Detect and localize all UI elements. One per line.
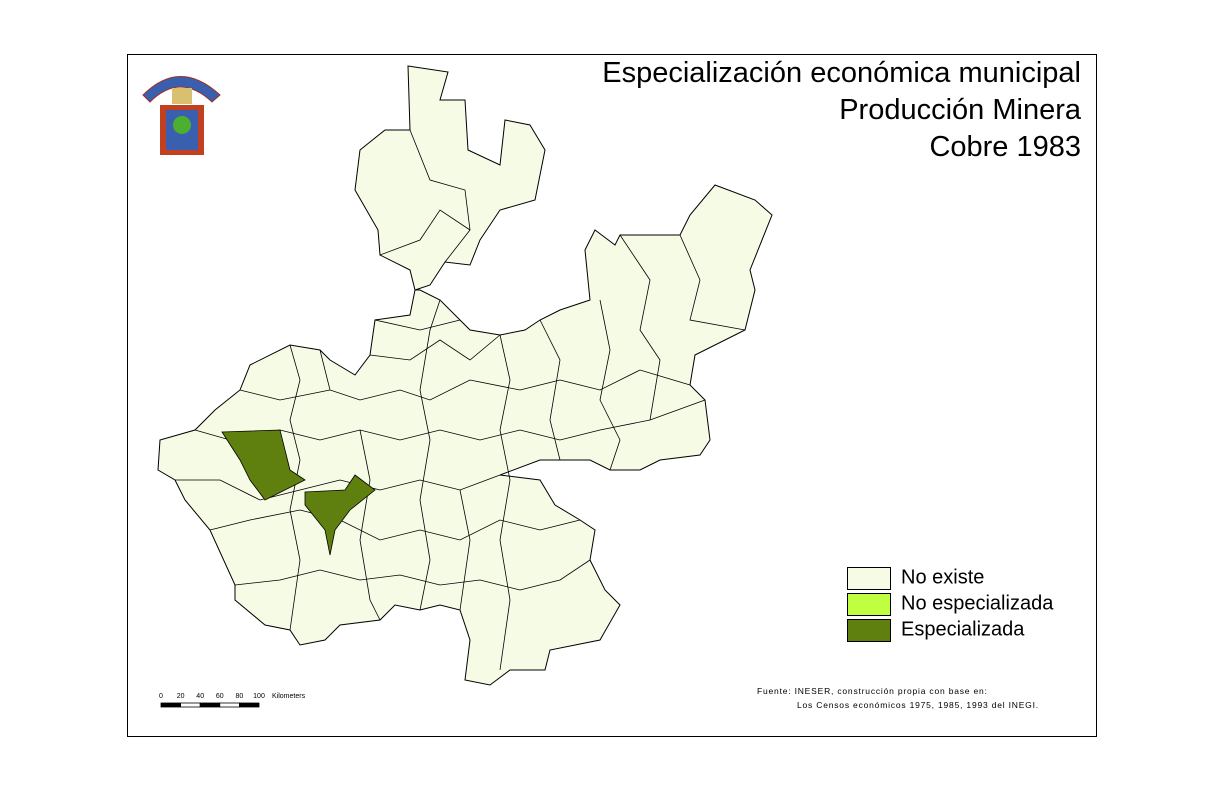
legend-swatch	[847, 567, 891, 590]
legend-swatch	[847, 619, 891, 642]
scale-label: 20	[177, 693, 185, 700]
specialized-municipality	[304, 474, 376, 556]
title-line: Especialización económica municipal	[602, 57, 1081, 89]
state-map	[157, 65, 773, 686]
scale-label: 60	[216, 693, 224, 700]
legend-label: No existe	[901, 566, 984, 588]
scale-segment	[238, 702, 260, 708]
source-line: Los Censos económicos 1975, 1985, 1993 d…	[797, 700, 1039, 710]
scale-unit: Kilometers	[272, 693, 306, 700]
scale-segment	[219, 702, 240, 708]
scale-bar: 0 20 40 60 80 100 Kilometers	[159, 693, 306, 708]
scale-segment	[199, 702, 221, 708]
legend: No existe No especializada Especializada	[847, 566, 1054, 642]
scale-segment	[160, 702, 182, 708]
scale-label: 100	[253, 693, 265, 700]
legend-label: No especializada	[901, 592, 1054, 614]
state-outline	[157, 65, 773, 686]
scale-label: 80	[236, 693, 244, 700]
scale-label: 40	[196, 693, 204, 700]
logo	[142, 76, 221, 155]
title-line: Producción Minera	[839, 94, 1082, 126]
legend-label: Especializada	[901, 618, 1025, 640]
scale-segment	[180, 702, 201, 708]
title-line: Cobre 1983	[929, 131, 1081, 163]
specialized-municipality	[221, 429, 306, 501]
source-line: Fuente: INESER, construcción propia con …	[757, 686, 988, 696]
legend-swatch	[847, 593, 891, 616]
scale-label: 0	[159, 693, 163, 700]
frame	[127, 54, 1097, 737]
